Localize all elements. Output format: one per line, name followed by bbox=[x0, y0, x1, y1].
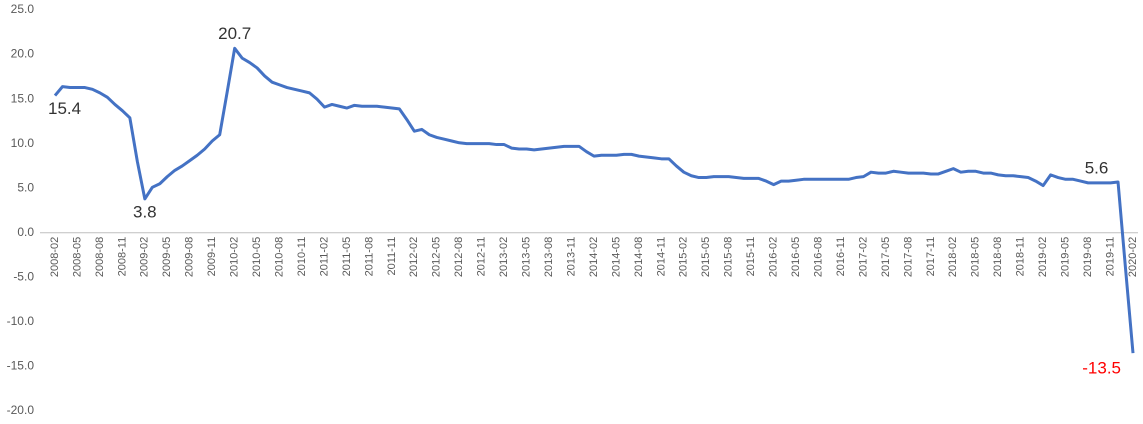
x-tick-label: 2017-02 bbox=[857, 237, 869, 277]
x-tick-label: 2012-02 bbox=[408, 237, 420, 277]
x-tick-label: 2013-08 bbox=[543, 237, 555, 277]
x-tick-label: 2019-02 bbox=[1037, 237, 1049, 277]
x-tick-label: 2016-11 bbox=[835, 237, 847, 277]
x-tick-label: 2012-11 bbox=[476, 237, 488, 277]
x-tick-label: 2015-02 bbox=[678, 237, 690, 277]
data-label: 20.7 bbox=[218, 24, 251, 43]
x-tick-label: 2010-05 bbox=[251, 237, 263, 277]
x-tick-label: 2020-02 bbox=[1127, 237, 1139, 277]
data-label: 15.4 bbox=[48, 99, 81, 118]
line-series bbox=[53, 46, 1135, 354]
x-tick-label: 2016-08 bbox=[812, 237, 824, 277]
x-tick-label: 2008-11 bbox=[116, 237, 128, 277]
x-tick-label: 2014-08 bbox=[633, 237, 645, 277]
x-tick-label: 2014-11 bbox=[655, 237, 667, 277]
x-tick-label: 2015-08 bbox=[723, 237, 735, 277]
x-tick-label: 2013-05 bbox=[521, 237, 533, 277]
x-tick-label: 2011-08 bbox=[363, 237, 375, 277]
x-tick-label: 2012-05 bbox=[431, 237, 443, 277]
x-tick-label: 2018-11 bbox=[1015, 237, 1027, 277]
x-tick-label: 2014-02 bbox=[588, 237, 600, 277]
x-tick-label: 2009-11 bbox=[206, 237, 218, 277]
x-tick-label: 2013-11 bbox=[565, 237, 577, 277]
x-tick-label: 2008-08 bbox=[94, 237, 106, 277]
x-tick-label: 2017-05 bbox=[880, 237, 892, 277]
x-tick-label: 2019-08 bbox=[1082, 237, 1094, 277]
x-tick-label: 2009-08 bbox=[184, 237, 196, 277]
data-label: 3.8 bbox=[133, 202, 157, 221]
x-tick-label: 2013-02 bbox=[498, 237, 510, 277]
x-tick-label: 2010-11 bbox=[296, 237, 308, 277]
y-tick-label: 0.0 bbox=[17, 225, 34, 239]
x-tick-label: 2011-05 bbox=[341, 237, 353, 277]
x-tick-label: 2018-05 bbox=[970, 237, 982, 277]
x-tick-label: 2009-02 bbox=[139, 237, 151, 277]
data-label: -13.5 bbox=[1082, 359, 1121, 378]
y-tick-label: 5.0 bbox=[17, 180, 34, 194]
x-tick-label: 2011-02 bbox=[318, 237, 330, 277]
y-tick-label: 25.0 bbox=[11, 2, 35, 16]
x-tick-label: 2009-05 bbox=[161, 237, 173, 277]
x-tick-label: 2014-05 bbox=[610, 237, 622, 277]
y-tick-label: 15.0 bbox=[11, 91, 35, 105]
x-tick-label: 2018-08 bbox=[992, 237, 1004, 277]
x-tick-label: 2008-02 bbox=[49, 237, 61, 277]
x-tick-label: 2017-11 bbox=[925, 237, 937, 277]
x-tick-label: 2019-05 bbox=[1060, 237, 1072, 277]
x-tick-label: 2011-11 bbox=[386, 237, 398, 276]
x-tick-label: 2017-08 bbox=[902, 237, 914, 277]
x-tick-label: 2015-05 bbox=[700, 237, 712, 277]
y-tick-label: -5.0 bbox=[13, 270, 34, 284]
x-tick-label: 2016-05 bbox=[790, 237, 802, 277]
y-tick-label: -15.0 bbox=[7, 359, 35, 373]
y-tick-label: -10.0 bbox=[7, 314, 35, 328]
y-tick-label: 20.0 bbox=[11, 47, 35, 61]
data-label: 5.6 bbox=[1085, 158, 1109, 177]
y-tick-label: 10.0 bbox=[11, 136, 35, 150]
x-tick-label: 2010-02 bbox=[229, 237, 241, 277]
x-tick-label: 2019-11 bbox=[1104, 237, 1116, 277]
x-tick-label: 2010-08 bbox=[273, 237, 285, 277]
y-tick-label: -20.0 bbox=[7, 403, 35, 417]
x-tick-label: 2015-11 bbox=[745, 237, 757, 277]
x-tick-label: 2018-02 bbox=[947, 237, 959, 277]
x-tick-label: 2008-05 bbox=[71, 237, 83, 277]
x-tick-label: 2016-02 bbox=[768, 237, 780, 277]
x-tick-label: 2012-08 bbox=[453, 237, 465, 277]
